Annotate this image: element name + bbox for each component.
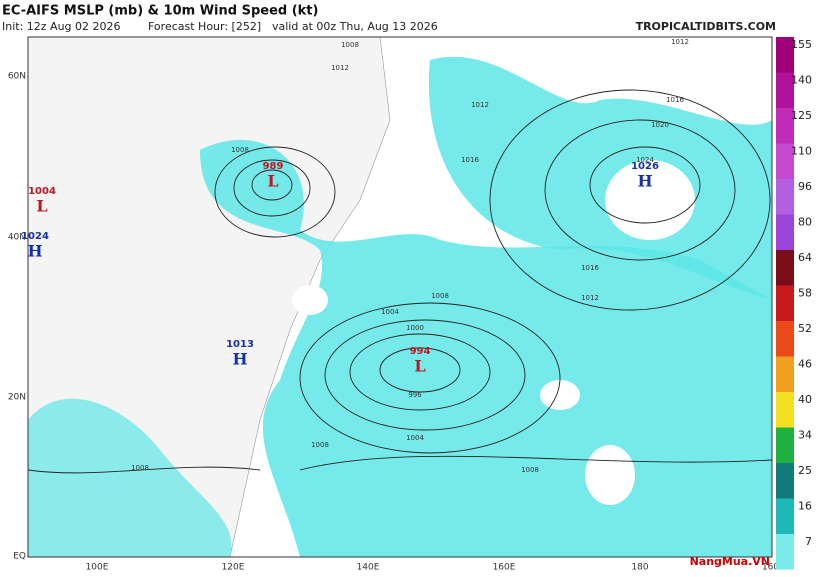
colorbar-label: 16 xyxy=(798,500,812,513)
colorbar-label: 64 xyxy=(798,251,812,264)
colorbar-swatch xyxy=(776,427,794,463)
colorbar-label: 96 xyxy=(798,180,812,193)
contour-label: 1008 xyxy=(231,146,249,154)
colorbar-label: 7 xyxy=(805,535,812,548)
contour-label: 1004 xyxy=(406,434,424,442)
colorbar-label: 80 xyxy=(798,216,812,229)
center-letter: H xyxy=(232,350,247,369)
colorbar-label: 25 xyxy=(798,464,812,477)
colorbar-label: 34 xyxy=(798,429,812,442)
colorbar-swatch xyxy=(776,356,794,392)
lon-label: 180 xyxy=(631,563,648,573)
contour-label: 1016 xyxy=(461,156,479,164)
colorbar-swatch xyxy=(776,143,794,179)
lon-label: 140E xyxy=(357,563,380,573)
colorbar-label: 58 xyxy=(798,287,812,300)
contour-label: 1016 xyxy=(666,96,684,104)
contour-label: 1012 xyxy=(671,38,689,46)
contour-label: 996 xyxy=(408,391,422,399)
colorbar-swatch xyxy=(776,392,794,428)
colorbar-swatch xyxy=(776,534,794,570)
valid-time: valid at 00z Thu, Aug 13 2026 xyxy=(272,20,438,33)
colorbar-swatch xyxy=(776,498,794,534)
center-letter: H xyxy=(27,242,42,261)
source: TROPICALTIDBITS.COM xyxy=(636,20,776,33)
center-pressure: 1013 xyxy=(226,339,254,350)
lon-label: 120E xyxy=(222,563,245,573)
map-area xyxy=(28,37,772,557)
colorbar-swatch xyxy=(776,250,794,286)
contour-label: 1012 xyxy=(331,64,349,72)
colorbar-label: 40 xyxy=(798,393,812,406)
center-letter: L xyxy=(267,172,278,191)
lon-label: 160W xyxy=(762,563,788,573)
contour-label: 1020 xyxy=(651,121,669,129)
colorbar-label: 52 xyxy=(798,322,812,335)
center-pressure: 994 xyxy=(410,346,431,357)
colorbar-swatch xyxy=(776,72,794,108)
colorbar-label: 46 xyxy=(798,358,812,371)
center-letter: L xyxy=(414,357,425,376)
lat-label: 20N xyxy=(8,393,26,403)
lon-label: 160E xyxy=(493,563,516,573)
init-time: Init: 12z Aug 02 2026 xyxy=(2,20,121,33)
contour-label: 1004 xyxy=(381,308,399,316)
contour-label: 1008 xyxy=(131,464,149,472)
colorbar-swatch xyxy=(776,108,794,144)
colorbar-swatch xyxy=(776,321,794,357)
colorbar-label: 140 xyxy=(791,74,812,87)
watermark: NangMua.VN xyxy=(690,555,770,568)
center-pressure: 1004 xyxy=(28,186,56,197)
center-pressure: 1026 xyxy=(631,161,659,172)
colorbar-label: 155 xyxy=(791,38,812,51)
colorbar-swatch xyxy=(776,285,794,321)
colorbar-label: 125 xyxy=(791,109,812,122)
contour-label: 1000 xyxy=(406,324,424,332)
lat-label: 60N xyxy=(8,72,26,82)
lat-label: EQ xyxy=(13,552,26,562)
contour-label: 1024 xyxy=(636,156,654,164)
colorbar-label: 110 xyxy=(791,145,812,158)
colorbar-swatch xyxy=(776,37,794,73)
contour-label: 1008 xyxy=(521,466,539,474)
contour-label: 1008 xyxy=(341,41,359,49)
contour-label: 1008 xyxy=(431,292,449,300)
contour-label: 1012 xyxy=(581,294,599,302)
colorbar-swatch xyxy=(776,463,794,499)
colorbar-swatch xyxy=(776,214,794,250)
colorbar-swatch xyxy=(776,179,794,215)
lat-label: 40N xyxy=(8,233,26,243)
center-letter: H xyxy=(637,172,652,191)
center-letter: L xyxy=(36,197,47,216)
lon-label: 100E xyxy=(86,563,109,573)
contour-label: 1016 xyxy=(581,264,599,272)
contour-label: 1012 xyxy=(471,101,489,109)
contour-label: 1008 xyxy=(311,441,329,449)
forecast-hour: Forecast Hour: [252] xyxy=(148,20,261,33)
map-title: EC-AIFS MSLP (mb) & 10m Wind Speed (kt) xyxy=(2,4,318,19)
center-pressure: 989 xyxy=(263,161,284,172)
center-pressure: 1024 xyxy=(21,231,49,242)
